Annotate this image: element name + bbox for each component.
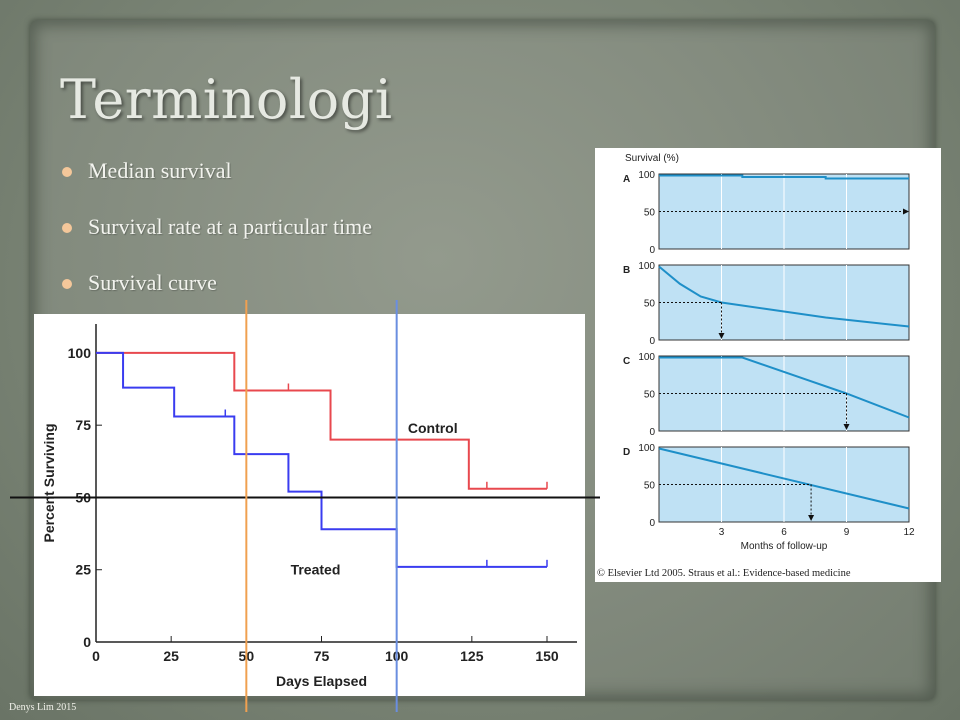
panel-label: C [623,356,630,367]
km-chart-panel: 02550751001251500255075100Days ElapsedPe… [34,314,585,696]
bullet-dot-icon [62,279,72,289]
panel-y-tick-label: 0 [649,518,655,529]
x-tick-label: 125 [460,648,484,664]
panel-y-tick-label: 0 [649,336,655,347]
bullet-text: Survival rate at a particular time [88,214,373,239]
panel-survival-line [659,356,910,419]
bullet-text: Median survival [88,158,232,183]
figure-x-tick-label: 12 [903,527,915,538]
figure-x-axis-label: Months of follow-up [741,541,828,552]
panel-y-tick-label: 100 [638,261,655,272]
panel-y-tick-label: 100 [638,443,655,454]
bullet-survival-rate: Survival rate at a particular time [62,214,372,270]
bullet-survival-curve: Survival curve [62,270,372,326]
panel-y-tick-label: 50 [644,481,656,492]
panel-y-tick-label: 100 [638,170,655,181]
panel-y-tick-label: 50 [644,208,656,219]
arrow-head-icon [808,515,815,521]
series-label-control: Control [408,420,458,436]
arrow-head-icon [903,208,909,215]
figure-caption: © Elsevier Ltd 2005. Straus et al.: Evid… [597,568,851,579]
slide-title: Terminologi [60,68,393,131]
bullet-median-survival: Median survival [62,158,372,214]
figure-x-tick-label: 6 [781,527,787,538]
y-tick-label: 0 [83,634,91,650]
x-tick-label: 0 [92,648,100,664]
x-tick-label: 75 [314,648,330,664]
panel-b: B 0 50 100 [623,261,910,347]
figure-x-tick-label: 3 [719,527,725,538]
x-tick-label: 25 [163,648,179,664]
arrow-head-icon [718,333,725,339]
y-tick-label: 75 [75,417,91,433]
panel-y-tick-label: 50 [644,299,656,310]
panel-a: A 0 50 100 [623,170,910,256]
bullet-dot-icon [62,167,72,177]
panel-y-tick-label: 0 [649,427,655,438]
x-axis-label: Days Elapsed [276,673,367,689]
panel-survival-line [659,174,909,180]
bullet-dot-icon [62,223,72,233]
panel-label: A [623,174,630,185]
panel-y-tick-label: 0 [649,245,655,256]
y-axis-label: Percent Surviving [41,423,57,542]
series-label-treated: Treated [291,562,341,578]
y-tick-label: 100 [68,345,92,361]
panel-survival-line [658,447,910,510]
y-tick-label: 25 [75,562,91,578]
x-tick-label: 150 [535,648,559,664]
series-treated-line [96,351,547,568]
survival-figure: Survival (%) A 0 50 100 B 0 50 100 C 0 50 100 D 0 50 100… [623,153,915,552]
panel-y-tick-label: 50 [644,390,656,401]
panel-c: C 0 50 100 [623,352,910,438]
panel-d: D 0 50 100 [623,443,910,529]
panel-label: B [623,265,630,276]
survival-figure-panel: Survival (%) A 0 50 100 B 0 50 100 C 0 50 100 D 0 50 100… [595,148,941,582]
arrow-head-icon [843,424,850,430]
panel-label: D [623,447,630,458]
km-chart: 02550751001251500255075100Days ElapsedPe… [41,324,577,689]
bullet-list: Median survival Survival rate at a parti… [62,158,372,326]
footer-credit: Denys Lim 2015 [9,702,77,713]
bullet-text: Survival curve [88,270,217,295]
panel-y-tick-label: 100 [638,352,655,363]
series-control-line [96,351,547,490]
figure-y-title: Survival (%) [625,153,679,164]
figure-x-tick-label: 9 [844,527,850,538]
